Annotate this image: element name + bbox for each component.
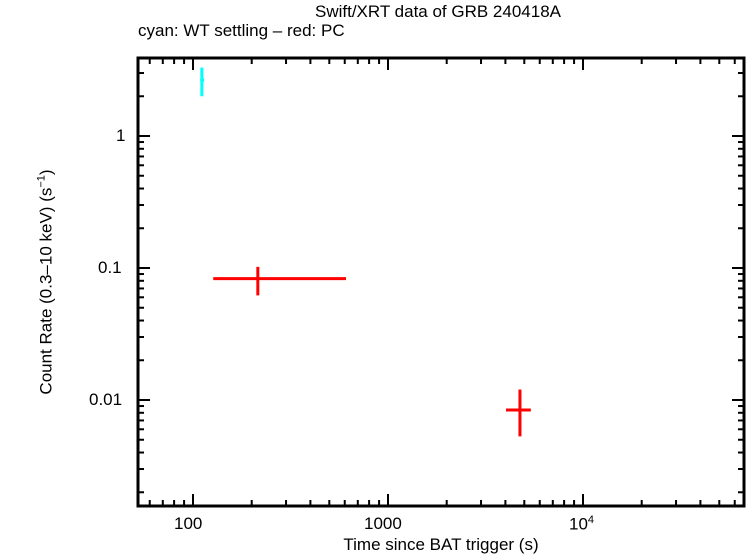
axis-ticks <box>138 58 744 506</box>
x-axis-label: Time since BAT trigger (s) <box>343 535 539 554</box>
chart-title: Swift/XRT data of GRB 240418A <box>314 2 561 21</box>
y-tick-label-0.01: 0.01 <box>89 390 123 409</box>
y-tick-label-1: 1 <box>116 126 126 145</box>
x-tick-label-1000: 1000 <box>364 514 402 533</box>
axes-frame <box>136 56 746 508</box>
x-tick-label-1e4: 104 <box>569 514 595 534</box>
y-tick-label-0.1: 0.1 <box>98 258 122 277</box>
data-point <box>200 67 205 97</box>
chart-subtitle: cyan: WT settling – red: PC <box>138 21 345 40</box>
data-point <box>213 266 347 296</box>
x-tick-label-100: 100 <box>174 514 203 533</box>
y-axis-label: Count Rate (0.3–10 keV) (s−1) <box>35 169 56 395</box>
data-points <box>200 67 531 437</box>
data-point <box>506 389 531 437</box>
